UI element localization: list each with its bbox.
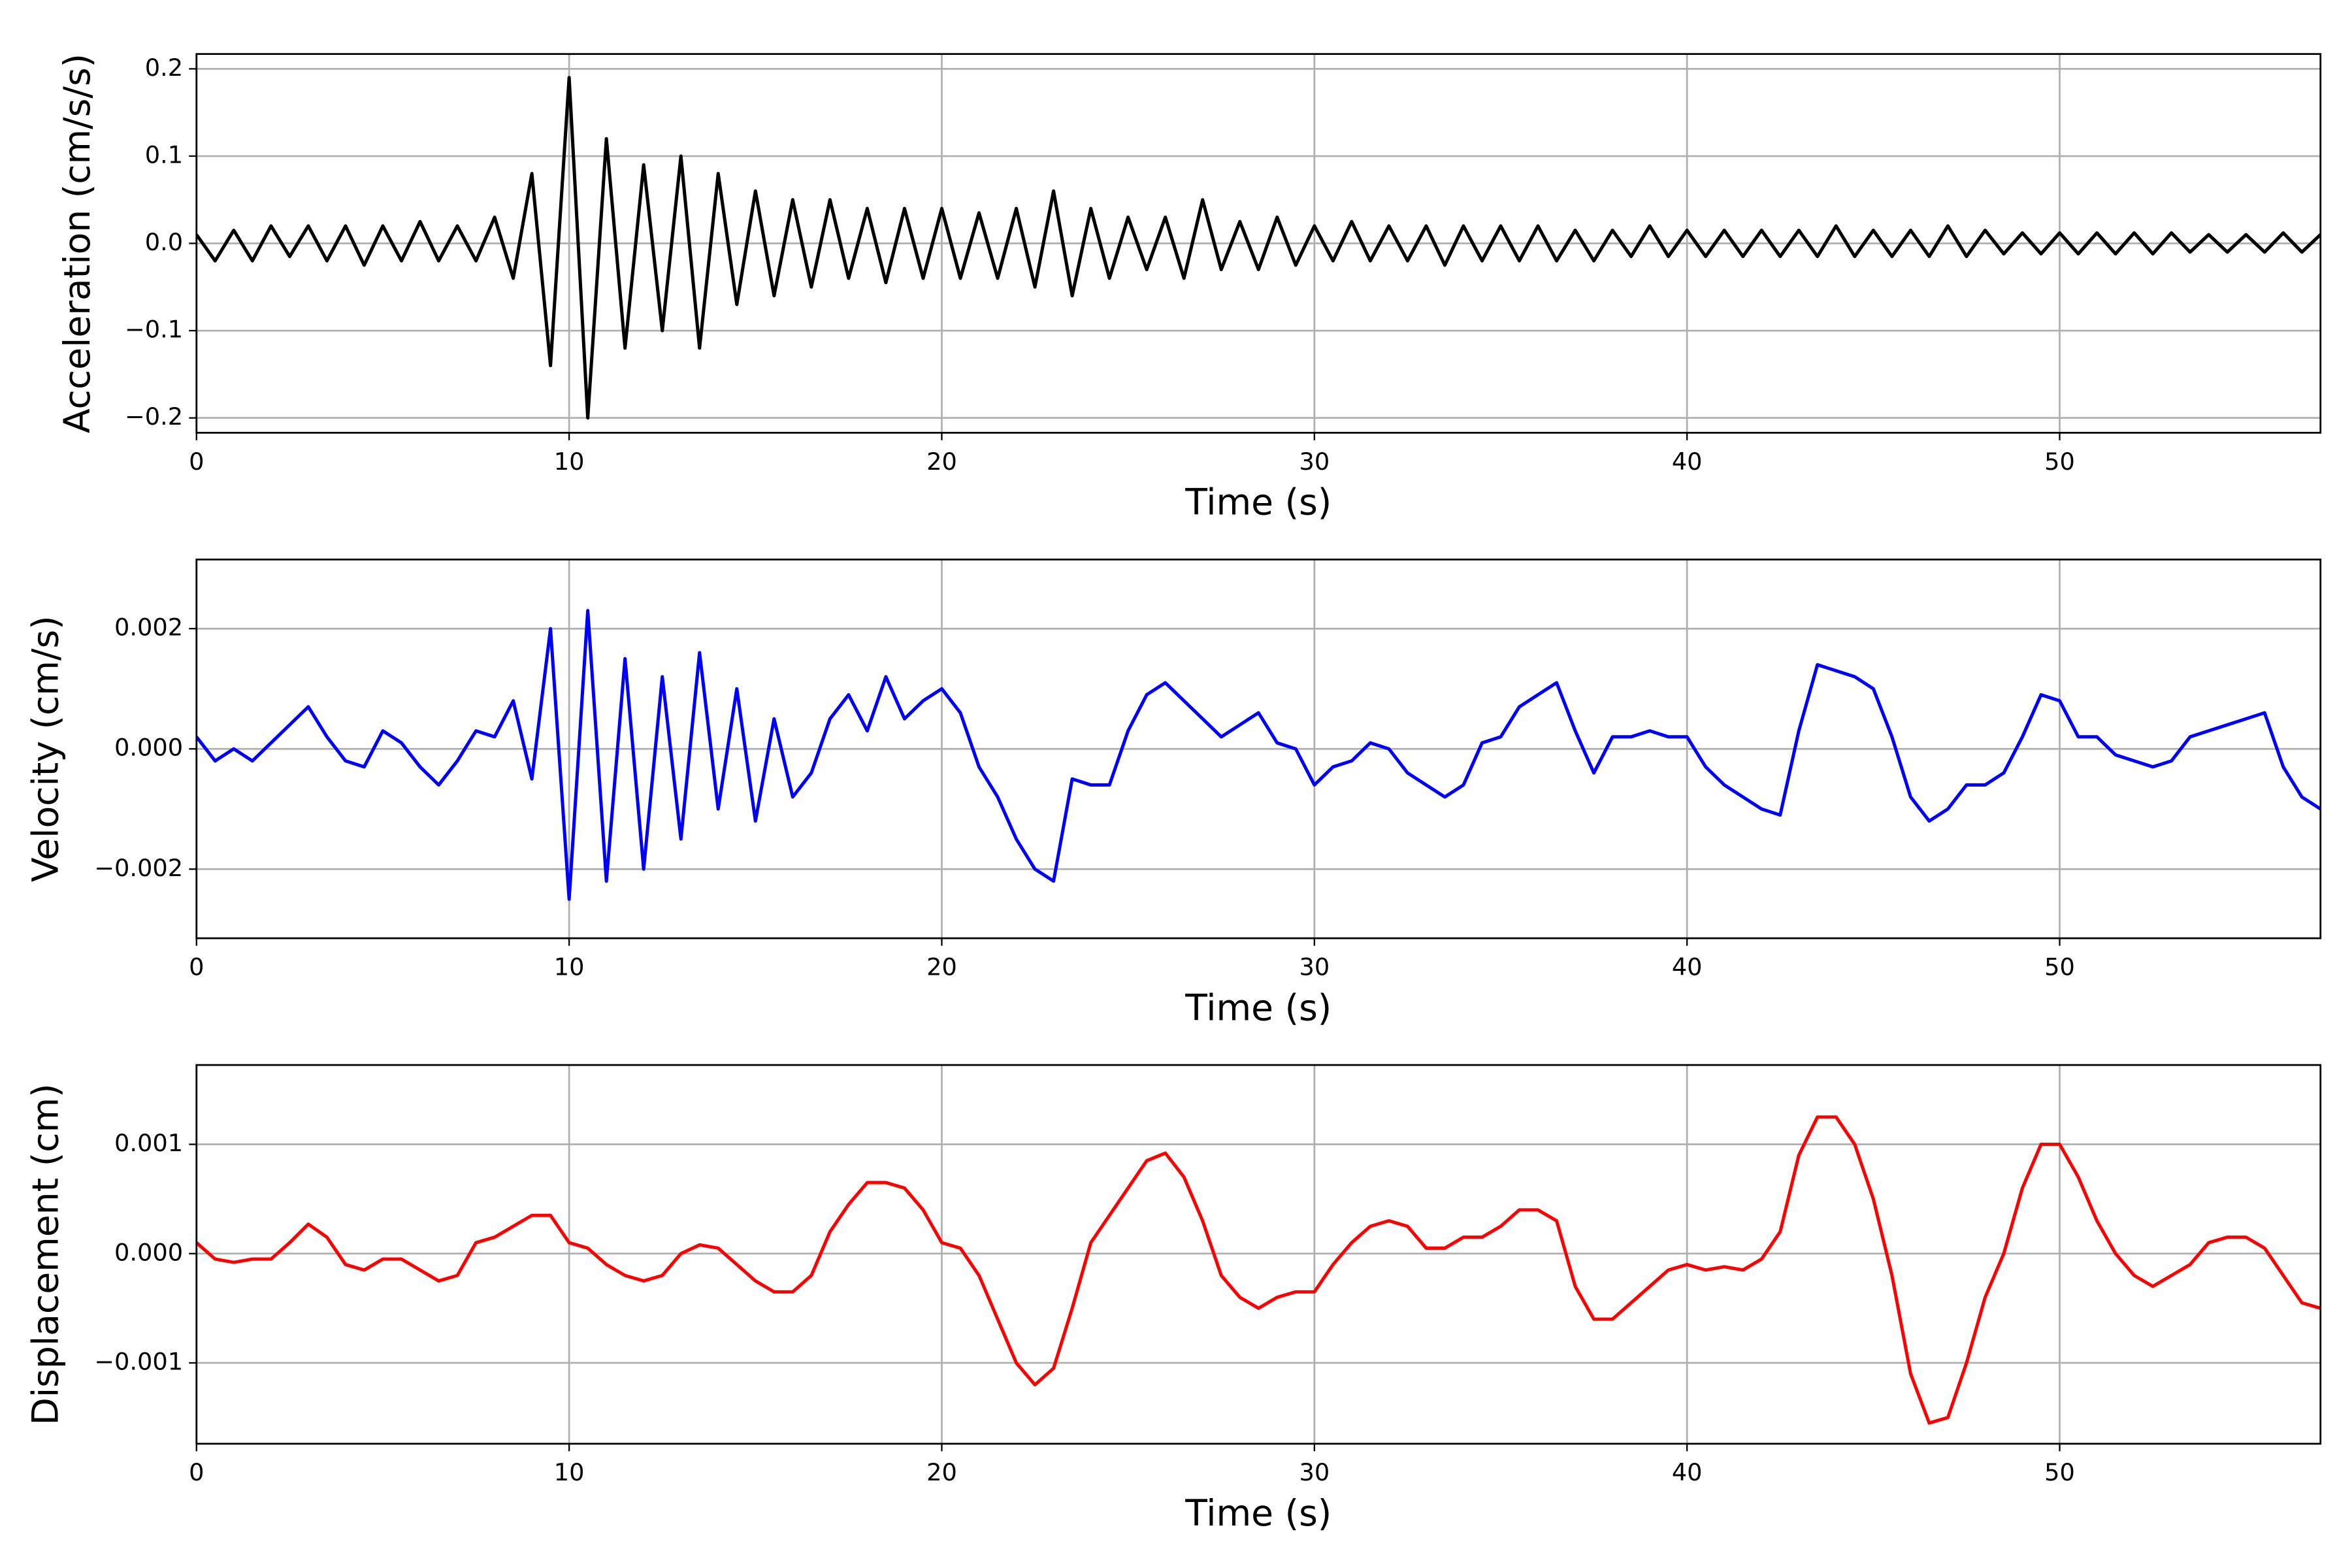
line-series — [196, 609, 2321, 901]
x-tick-label: 0 — [189, 448, 204, 476]
y-tick-label: 0.001 — [114, 1129, 183, 1157]
x-tick-label: 30 — [1299, 953, 1330, 981]
x-tick-label: 20 — [926, 448, 957, 476]
x-tick-label: 50 — [2044, 1458, 2075, 1486]
y-tick-label: 0.2 — [145, 54, 183, 82]
x-tick-label: 20 — [926, 1458, 957, 1486]
x-tick-label: 30 — [1299, 1458, 1330, 1486]
y-tick-label: 0.000 — [114, 1238, 183, 1266]
y-axis-label: Velocity (cm/s) — [25, 615, 67, 882]
x-tick-label: 10 — [554, 953, 585, 981]
y-tick-label: −0.1 — [125, 316, 183, 344]
x-tick-label: 20 — [926, 953, 957, 981]
axes-frame — [195, 1064, 2322, 1445]
x-tick-label: 30 — [1299, 448, 1330, 476]
axes-frame — [195, 559, 2322, 939]
x-tick-label: 10 — [554, 1458, 585, 1486]
line-series — [196, 1115, 2321, 1425]
x-tick-label: 40 — [1672, 1458, 1703, 1486]
x-tick-label: 0 — [189, 953, 204, 981]
axes-frame — [195, 53, 2322, 434]
x-axis-label: Time (s) — [1184, 1492, 1331, 1534]
x-tick-label: 40 — [1672, 448, 1703, 476]
x-axis-label: Time (s) — [1184, 987, 1331, 1028]
y-axis-label: Acceleration (cm/s/s) — [56, 54, 98, 433]
y-tick-label: −0.001 — [94, 1348, 183, 1376]
y-tick-label: 0.000 — [114, 734, 183, 762]
x-tick-label: 0 — [189, 1458, 204, 1486]
y-axis-label: Displacement (cm) — [25, 1083, 67, 1425]
x-tick-label: 50 — [2044, 953, 2075, 981]
line-series — [196, 76, 2321, 420]
x-tick-label: 10 — [554, 448, 585, 476]
y-tick-label: 0.002 — [114, 613, 183, 642]
x-tick-label: 40 — [1672, 953, 1703, 981]
y-tick-label: 0.1 — [145, 140, 183, 169]
y-tick-label: 0.0 — [145, 228, 183, 256]
x-tick-label: 50 — [2044, 448, 2075, 476]
y-tick-label: −0.2 — [125, 402, 183, 431]
y-tick-label: −0.002 — [94, 854, 183, 882]
x-axis-label: Time (s) — [1184, 482, 1331, 523]
